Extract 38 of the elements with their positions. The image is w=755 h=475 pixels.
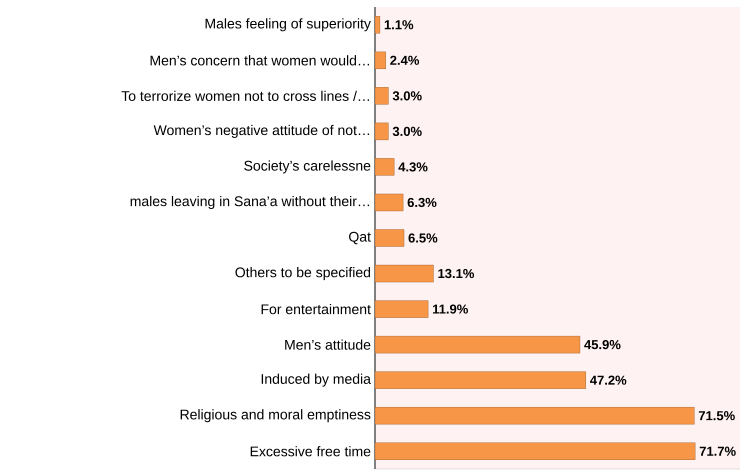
bar [375, 87, 389, 105]
y-tick-label: Induced by media [262, 374, 371, 387]
data-label: 45.9% [584, 340, 621, 350]
data-label: 47.2% [590, 376, 626, 385]
bar [375, 336, 580, 354]
y-tick-label: For entertainment [262, 304, 371, 314]
data-label: 3.0% [392, 126, 422, 136]
y-tick-label: Religious and moral emptiness [180, 409, 370, 422]
data-label: 13.1% [438, 268, 474, 278]
data-label: 71.5% [698, 411, 735, 420]
y-tick-label: males leaving in Sana’a without their… [130, 196, 370, 209]
y-tick-label: Men’s concern that women would… [150, 55, 370, 66]
bar [375, 229, 404, 247]
data-label: 3.0% [392, 91, 422, 100]
y-tick-label: Qat [349, 232, 371, 244]
bar [375, 407, 694, 424]
data-label: 71.7% [700, 446, 736, 456]
bar [375, 52, 386, 70]
data-label: 2.4% [390, 56, 420, 65]
data-label: 1.1% [384, 20, 414, 30]
data-label: 6.5% [408, 233, 438, 243]
y-tick-label: Men’s attitude [285, 339, 370, 350]
y-tick-label: Excessive free time [250, 446, 370, 456]
bar [375, 300, 428, 318]
bar [375, 442, 696, 460]
y-tick-label: To terrorize women not to cross lines /… [122, 90, 370, 101]
data-label: 11.9% [432, 304, 468, 314]
bar [375, 371, 586, 389]
bar [375, 194, 404, 212]
y-tick-label: Women’s negative attitude of not… [154, 124, 370, 138]
y-tick-label: Society’s carelessne [244, 160, 370, 174]
bar [375, 158, 394, 176]
y-tick-label: Others to be specified [235, 267, 370, 280]
data-label: 4.3% [398, 162, 428, 172]
data-label: 6.3% [408, 198, 436, 208]
y-tick-label: Males feeling of superiority [206, 18, 371, 32]
bar [375, 122, 389, 140]
bar [375, 264, 434, 282]
